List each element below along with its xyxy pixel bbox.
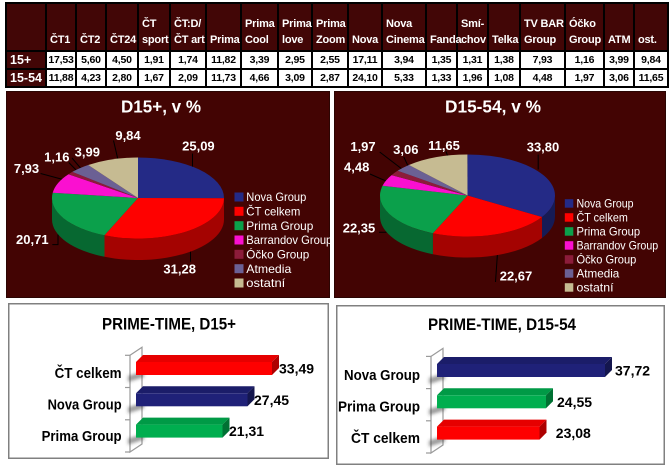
- svg-text:Prima Group: Prima Group: [246, 219, 313, 233]
- svg-text:33,49: 33,49: [279, 361, 314, 377]
- svg-text:20,71: 20,71: [16, 232, 49, 247]
- svg-text:Atmedia: Atmedia: [246, 262, 291, 276]
- svg-text:9,84: 9,84: [115, 128, 141, 143]
- svg-text:PRIME-TIME, D15-54: PRIME-TIME, D15-54: [428, 315, 576, 334]
- svg-text:Prima Group: Prima Group: [577, 225, 641, 239]
- svg-text:31,28: 31,28: [163, 262, 196, 277]
- svg-text:Óčko Group: Óčko Group: [246, 247, 309, 262]
- svg-text:D15+, v %: D15+, v %: [121, 97, 201, 117]
- svg-text:37,72: 37,72: [615, 363, 650, 379]
- svg-text:Óčko Group: Óčko Group: [577, 252, 637, 267]
- svg-text:24,55: 24,55: [557, 394, 592, 410]
- svg-text:3,06: 3,06: [393, 142, 418, 157]
- svg-text:21,31: 21,31: [229, 423, 264, 439]
- svg-text:11,65: 11,65: [428, 138, 460, 153]
- svg-text:ČT celkem: ČT celkem: [577, 210, 628, 225]
- svg-text:D15-54, v %: D15-54, v %: [445, 97, 541, 117]
- svg-text:1,97: 1,97: [350, 139, 375, 154]
- svg-text:Nova Group: Nova Group: [344, 368, 420, 384]
- svg-text:Prima Group: Prima Group: [338, 400, 420, 416]
- svg-text:33,80: 33,80: [527, 140, 560, 155]
- svg-text:ČT celkem: ČT celkem: [55, 364, 122, 382]
- svg-text:22,67: 22,67: [500, 269, 533, 284]
- svg-text:ČT celkem: ČT celkem: [351, 429, 420, 447]
- svg-text:25,09: 25,09: [182, 139, 215, 154]
- svg-text:Nova Group: Nova Group: [48, 398, 122, 414]
- svg-text:ostatní: ostatní: [246, 276, 286, 290]
- svg-text:ČT celkem: ČT celkem: [246, 204, 300, 219]
- svg-text:23,08: 23,08: [556, 425, 591, 441]
- svg-text:4,48: 4,48: [344, 160, 369, 175]
- svg-text:ostatní: ostatní: [577, 281, 615, 295]
- svg-text:Barrandov Group: Barrandov Group: [246, 233, 330, 247]
- svg-text:27,45: 27,45: [254, 392, 289, 408]
- svg-text:3,99: 3,99: [75, 145, 100, 160]
- svg-text:PRIME-TIME, D15+: PRIME-TIME, D15+: [102, 315, 236, 334]
- svg-text:Nova Group: Nova Group: [577, 197, 634, 211]
- svg-text:Prima Group: Prima Group: [42, 429, 122, 445]
- svg-text:7,93: 7,93: [14, 161, 39, 176]
- svg-text:22,35: 22,35: [343, 220, 376, 235]
- svg-text:1,16: 1,16: [44, 150, 69, 165]
- svg-text:Atmedia: Atmedia: [577, 267, 620, 281]
- svg-text:Nova Group: Nova Group: [246, 190, 306, 204]
- svg-text:Barrandov Group: Barrandov Group: [577, 239, 659, 253]
